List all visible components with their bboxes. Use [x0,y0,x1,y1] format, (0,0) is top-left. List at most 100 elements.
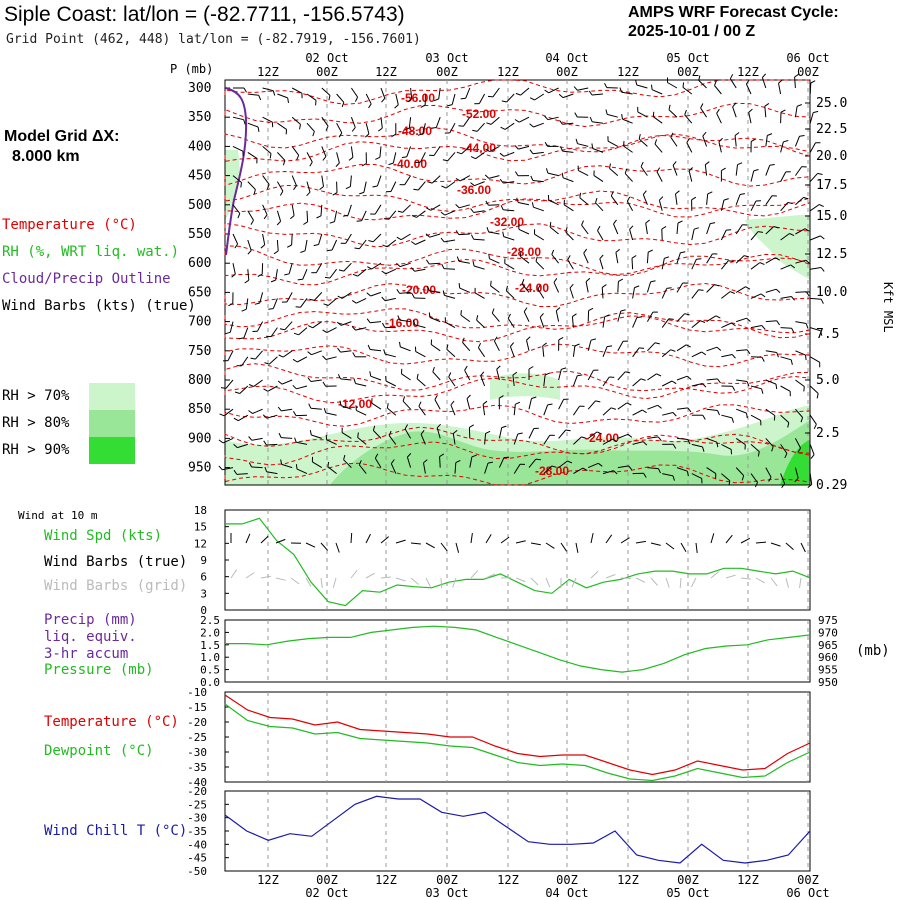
rh-90-label: RH > 90% [2,442,70,458]
wind-barb-upper-50 [377,117,383,132]
wind-barb-upper-289 [351,297,367,304]
wind-barb-upper-381 [542,342,548,357]
wind-barb-upper-494 [436,423,441,439]
wind-barb-grid-16 [470,570,479,579]
wind-barb-upper-325 [293,327,308,336]
rh-80-label: RH > 80% [2,415,70,431]
temp-label-1: -52.00 [462,107,496,121]
wind-barb-upper-392 [706,346,722,352]
wind-barb-upper-44 [291,116,301,130]
wind-barb-upper-283 [268,298,278,310]
wind-barb-upper-210 [368,233,382,243]
rh-90-swatch [89,437,135,464]
wind-barb-upper-369 [352,352,367,358]
wind-barb-upper-553 [721,473,731,486]
wind-barb-upper-34 [729,74,737,89]
wind-barb-upper-211 [382,239,397,248]
wind-barb-upper-47 [336,122,343,138]
wind-barb-upper-331 [381,322,396,329]
wind-barb-upper-101 [529,149,544,155]
wind-barb-upper-266 [615,248,621,264]
wind-barb-upper-500 [528,427,539,439]
pressure-tick-950: 950 [188,461,211,476]
wind-barb-upper-418 [496,365,501,381]
wind-barb-upper-419 [512,371,518,387]
wind-barb-upper-474 [736,408,748,419]
wind-barb-upper-235 [750,231,764,241]
wind-barb-upper-525 [295,464,308,475]
wind-barb-true-31 [695,542,698,553]
wind-barb-upper-411 [385,375,397,387]
wind-barb-upper-490 [372,425,382,439]
wind-barb-upper-232 [706,222,716,235]
wind-barb-upper-466 [617,402,632,410]
wind-barb-upper-128 [345,175,352,190]
wind-barb-upper-424 [587,369,599,381]
temp-contour-2 [224,127,811,157]
wind-barb-upper-105 [591,143,604,153]
temp-tick-2: -20 [187,716,207,729]
wind-barb-upper-95 [442,152,456,162]
wind-barb-upper-8 [350,87,359,102]
wind-barb-upper-499 [513,432,523,445]
wind-barb-upper-35 [745,79,752,95]
wind-barb-upper-488 [341,427,352,439]
top-hour-label-1: 00Z [316,65,338,79]
rh-shading-3 [225,150,240,220]
label-wind-barbs-grid: Wind Barbs (grid) [44,578,188,594]
wind-barb-upper-546 [617,465,633,471]
wind-barb-upper-552 [706,467,717,479]
wind-barb-upper-255 [441,263,456,270]
temp-tick-4: -30 [187,746,207,759]
temp-label-5: -36.00 [457,183,491,197]
wind-barb-upper-354 [736,317,751,323]
wind-barb-upper-66 [605,109,618,118]
wind-barb-upper-367 [322,355,337,360]
top-date-label-4: 06 Oct [786,51,829,65]
wind-barb-upper-442 [248,408,263,414]
wind-barb-true-1 [245,533,251,544]
top-hour-label-9: 00Z [797,65,819,79]
wind-barb-upper-338 [491,308,500,322]
cycle-label: AMPS WRF Forecast Cycle: [628,4,839,21]
wind-barb-upper-14 [433,87,441,102]
wind-barb-upper-318 [795,291,810,297]
wind-barb-upper-176 [455,204,470,209]
wind-barb-upper-324 [279,321,293,331]
wind-barb-upper-262 [551,249,559,264]
wind-barb-upper-297 [474,287,485,299]
bottom-date-label-4: 06 Oct [786,886,829,900]
wind-barb-upper-260 [519,251,530,264]
wind-barb-upper-230 [676,220,683,235]
wind-barb-grid-25 [605,574,616,579]
wind-barb-upper-527 [327,461,337,474]
wind-barb-true-13 [425,542,435,549]
wind-barb-upper-487 [325,434,337,445]
wind-barb-upper-414 [432,366,441,381]
wind-barb-upper-528 [343,454,352,468]
rh-shading-4 [745,215,810,280]
wind-barb-grid-6 [320,577,323,588]
wind-barb-upper-298 [490,280,500,293]
temp-label-13: -28.00 [535,464,569,478]
wind-barb-grid-7 [332,577,337,588]
wind-barb-upper-366 [307,350,322,356]
wind-barb-upper-358 [795,321,809,329]
wind-barb-upper-72 [700,103,708,118]
wind-barb-upper-270 [676,251,686,264]
wind-barb-upper-443 [262,414,278,419]
wind-barb-upper-89 [361,152,367,167]
wind-barb-upper-178 [485,200,500,206]
wind-barb-upper-60 [514,116,530,123]
wind-barb-upper-521 [233,469,248,475]
pressure-right-tick-1: 970 [818,626,838,639]
wind-barb-upper-27 [619,87,633,95]
wind-barb-upper-111 [686,138,693,153]
wind-barb-true-30 [680,542,687,552]
wind-barb-upper-93 [415,152,426,163]
wind-barb-upper-245 [297,269,308,281]
wind-barb-upper-88 [348,146,354,161]
wind-barb-upper-221 [534,229,545,241]
temp-contour-4 [224,163,811,187]
wind-barb-upper-13 [420,93,426,108]
